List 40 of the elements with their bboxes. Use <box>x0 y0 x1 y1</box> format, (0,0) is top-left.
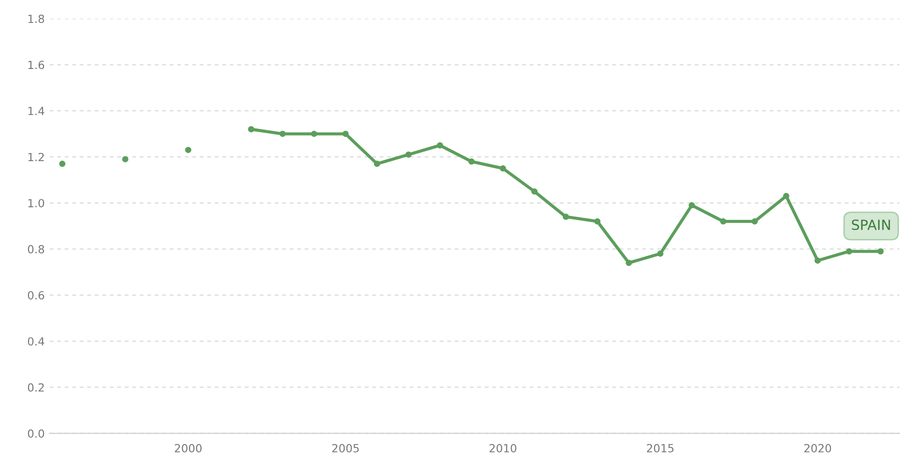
point <box>185 146 192 154</box>
y-tick-label: 0.2 <box>28 383 44 392</box>
y-tick-label: 1.0 <box>28 198 44 208</box>
x-tick-label: 2010 <box>490 444 516 452</box>
y-tick-label: 0.0 <box>28 429 44 438</box>
point <box>720 218 726 225</box>
x-tick-label: 2000 <box>174 444 202 452</box>
point <box>248 126 254 132</box>
point <box>783 192 790 200</box>
x-tick-label: 2015 <box>646 444 674 452</box>
point <box>405 151 412 158</box>
point <box>562 214 569 220</box>
point <box>626 260 632 266</box>
series-label: SPAIN <box>852 220 890 230</box>
point <box>59 160 66 167</box>
point <box>657 250 664 257</box>
y-tick-label: 1.4 <box>28 106 44 116</box>
point <box>279 130 286 137</box>
point <box>688 202 695 208</box>
point <box>846 248 852 254</box>
x-tick-label: 2005 <box>332 444 359 452</box>
point <box>122 156 128 162</box>
point <box>436 142 444 148</box>
point <box>594 218 600 225</box>
point <box>500 165 506 172</box>
y-tick-label: 0.4 <box>28 337 44 346</box>
point <box>877 248 884 254</box>
point <box>342 130 349 137</box>
point <box>752 218 758 225</box>
x-tick-label: 2020 <box>804 444 832 452</box>
y-tick-label: 0.8 <box>28 245 44 254</box>
y-tick-label: 1.6 <box>28 60 44 70</box>
y-tick-label: 1.8 <box>28 14 44 24</box>
point <box>374 160 380 167</box>
point <box>531 188 538 195</box>
point <box>468 158 475 165</box>
y-tick-label: 1.2 <box>28 152 44 162</box>
point <box>310 130 318 137</box>
y-tick-label: 0.6 <box>28 291 44 300</box>
point <box>814 257 821 264</box>
